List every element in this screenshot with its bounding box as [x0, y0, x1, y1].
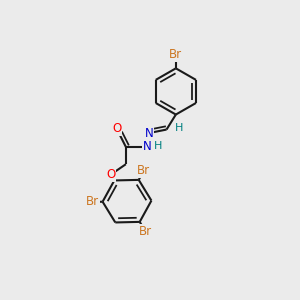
Text: H: H — [175, 123, 184, 133]
Text: Br: Br — [137, 164, 150, 177]
Text: O: O — [106, 168, 116, 181]
Text: N: N — [142, 140, 151, 153]
Text: H: H — [154, 141, 163, 151]
Text: Br: Br — [139, 225, 152, 238]
Text: Br: Br — [169, 48, 182, 62]
Text: N: N — [145, 127, 154, 140]
Text: O: O — [112, 122, 121, 135]
Text: Br: Br — [85, 196, 99, 208]
